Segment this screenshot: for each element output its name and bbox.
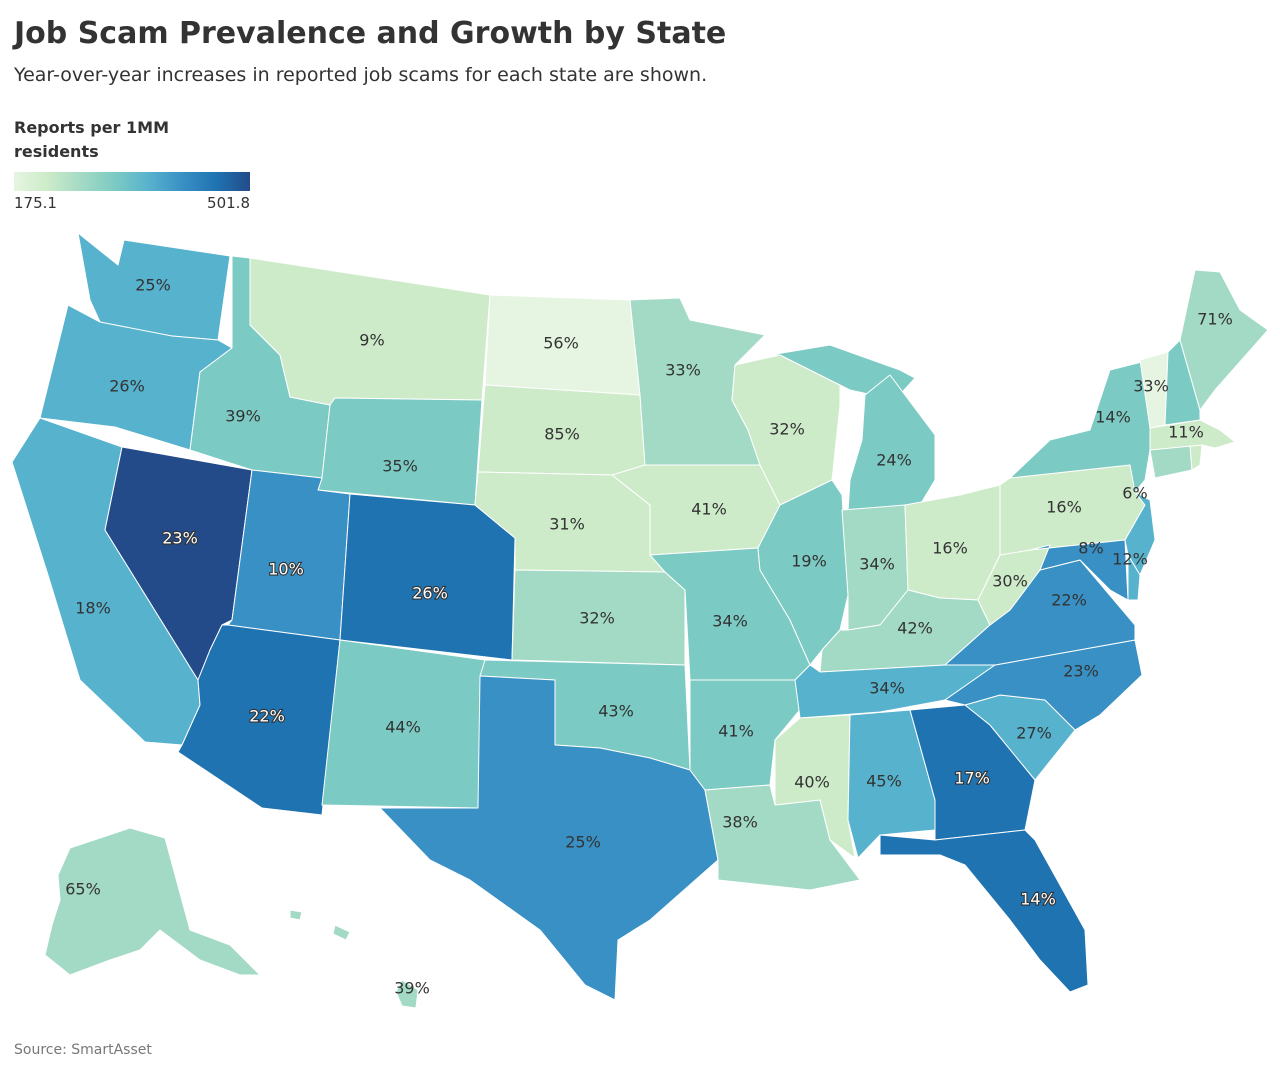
label-nj: 6% bbox=[1122, 484, 1147, 503]
label-az: 22% bbox=[249, 707, 285, 726]
state-ri[interactable] bbox=[1189, 444, 1203, 471]
source-note: Source: SmartAsset bbox=[14, 1042, 152, 1058]
label-nm: 44% bbox=[385, 718, 421, 737]
chart-subtitle: Year-over-year increases in reported job… bbox=[14, 64, 708, 86]
label-ne: 31% bbox=[549, 515, 585, 534]
label-nc: 23% bbox=[1063, 662, 1099, 681]
label-wv: 30% bbox=[992, 572, 1028, 591]
label-al: 45% bbox=[866, 772, 902, 791]
legend-max-label: 501.8 bbox=[207, 194, 250, 212]
state-fl[interactable] bbox=[879, 829, 1089, 993]
label-va: 22% bbox=[1051, 591, 1087, 610]
color-legend: Reports per 1MM residents 175.1 501.8 bbox=[14, 116, 250, 212]
label-id: 39% bbox=[225, 407, 261, 426]
state-la[interactable] bbox=[704, 784, 861, 891]
state-de[interactable] bbox=[1127, 554, 1141, 601]
state-ma[interactable] bbox=[1149, 419, 1236, 451]
label-sd: 85% bbox=[544, 425, 580, 444]
label-pa: 16% bbox=[1046, 498, 1082, 517]
label-oh: 16% bbox=[932, 539, 968, 558]
label-ma: 11% bbox=[1168, 423, 1204, 442]
label-sc: 27% bbox=[1016, 724, 1052, 743]
label-tx: 25% bbox=[565, 833, 601, 852]
label-mi: 24% bbox=[876, 451, 912, 470]
legend-gradient-bar bbox=[14, 172, 250, 191]
state-tx[interactable] bbox=[379, 675, 719, 1001]
label-wa: 25% bbox=[135, 276, 171, 295]
legend-min-label: 175.1 bbox=[14, 194, 57, 212]
state-ks[interactable] bbox=[511, 569, 686, 666]
legend-title: Reports per 1MM residents bbox=[14, 118, 169, 161]
label-nv: 23% bbox=[162, 529, 198, 548]
label-in: 34% bbox=[859, 555, 895, 574]
state-hi[interactable] bbox=[395, 979, 419, 1009]
state-mi-lower[interactable] bbox=[847, 374, 936, 513]
label-wy: 35% bbox=[382, 457, 418, 476]
label-ms: 40% bbox=[794, 773, 830, 792]
state-md[interactable] bbox=[1029, 539, 1129, 601]
label-ak: 65% bbox=[65, 880, 101, 899]
label-ia: 41% bbox=[691, 500, 727, 519]
label-ks: 32% bbox=[579, 609, 615, 628]
state-ct[interactable] bbox=[1149, 444, 1193, 479]
state-wy[interactable] bbox=[317, 397, 483, 506]
label-wi: 32% bbox=[769, 420, 805, 439]
label-ny: 14% bbox=[1095, 408, 1131, 427]
label-md: 8% bbox=[1078, 539, 1103, 558]
label-ok: 43% bbox=[598, 702, 634, 721]
label-or: 26% bbox=[109, 377, 145, 396]
label-co: 26% bbox=[412, 584, 448, 603]
label-mo: 34% bbox=[712, 612, 748, 631]
label-il: 19% bbox=[791, 552, 827, 571]
label-mn: 33% bbox=[665, 361, 701, 380]
label-tn: 34% bbox=[869, 679, 905, 698]
label-nd: 56% bbox=[543, 334, 579, 353]
label-vt: 33% bbox=[1133, 377, 1169, 396]
label-ga: 17% bbox=[954, 769, 990, 788]
label-la: 38% bbox=[722, 813, 758, 832]
label-ar: 41% bbox=[718, 722, 754, 741]
state-ak[interactable] bbox=[44, 827, 261, 976]
label-ut: 10% bbox=[268, 560, 304, 579]
chart-title: Job Scam Prevalence and Growth by State bbox=[14, 16, 727, 51]
label-me: 71% bbox=[1197, 310, 1233, 329]
state-co[interactable] bbox=[339, 493, 516, 661]
state-hi-isles-2[interactable] bbox=[289, 909, 303, 921]
label-ky: 42% bbox=[897, 619, 933, 638]
label-ca: 18% bbox=[75, 599, 111, 618]
label-de: 12% bbox=[1112, 550, 1148, 569]
state-me[interactable] bbox=[1179, 269, 1269, 411]
label-hi: 39% bbox=[394, 979, 430, 998]
label-mt: 9% bbox=[359, 331, 384, 350]
state-nh[interactable] bbox=[1164, 339, 1201, 426]
legend-scale: 175.1 501.8 bbox=[14, 194, 250, 212]
label-fl: 14% bbox=[1020, 890, 1056, 909]
state-hi-isles[interactable] bbox=[332, 924, 351, 941]
